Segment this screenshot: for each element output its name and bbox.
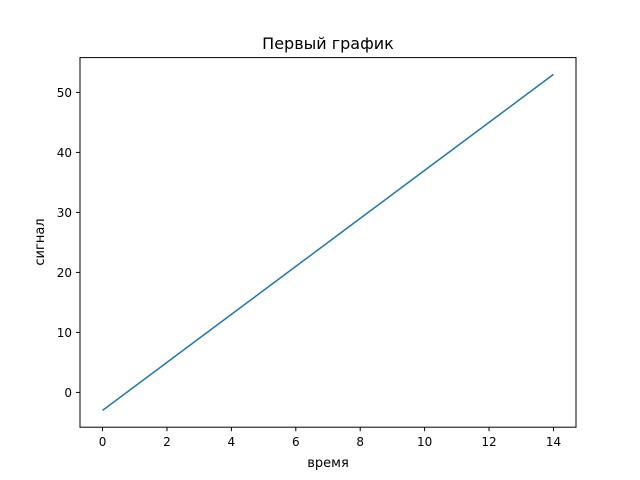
x-tick-label: 10 — [417, 435, 432, 449]
y-tick-label: 0 — [64, 386, 72, 400]
x-tick-label: 2 — [163, 435, 171, 449]
y-tick-label: 50 — [57, 86, 72, 100]
series-line — [102, 73, 554, 412]
x-tick-label: 8 — [356, 435, 364, 449]
x-tick-label: 12 — [481, 435, 496, 449]
axes-frame — [79, 57, 577, 428]
x-tick-label: 14 — [546, 435, 561, 449]
y-tick-label: 10 — [57, 326, 72, 340]
x-tick-label: 4 — [228, 435, 236, 449]
y-axis-label: сигнал — [33, 218, 48, 265]
x-tick-label: 0 — [99, 435, 107, 449]
x-tick-label: 6 — [292, 435, 300, 449]
chart-title: Первый график — [262, 34, 394, 53]
y-tick-label: 20 — [57, 266, 72, 280]
x-axis-label: время — [307, 456, 349, 471]
y-tick-label: 40 — [57, 146, 72, 160]
y-tick-label: 30 — [57, 206, 72, 220]
